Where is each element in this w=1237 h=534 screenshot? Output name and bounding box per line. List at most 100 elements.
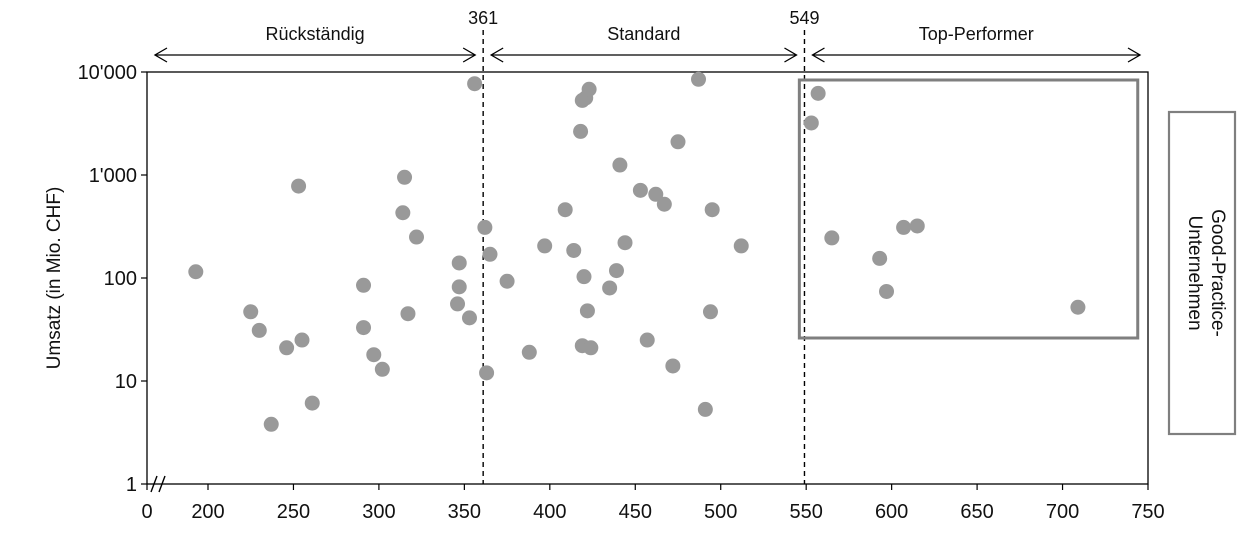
data-point <box>608 263 624 279</box>
data-point <box>1070 299 1086 315</box>
data-point <box>400 306 416 322</box>
data-point <box>251 322 267 338</box>
data-point <box>397 169 413 185</box>
data-point <box>294 332 310 348</box>
data-point <box>639 332 655 348</box>
data-point <box>304 395 320 411</box>
data-point <box>656 196 672 212</box>
x-tick-label: 550 <box>789 501 822 523</box>
arrow-head-right <box>1127 47 1142 63</box>
x-tick-label: 300 <box>362 501 395 523</box>
segment-annotations: Rückständig Standard Top-Performer <box>153 24 1142 63</box>
x-tick-label: 0 <box>141 501 152 523</box>
data-point <box>691 71 707 87</box>
data-point <box>602 280 618 296</box>
data-point <box>810 85 826 101</box>
data-point <box>583 340 599 356</box>
x-tick-label: 450 <box>619 501 652 523</box>
data-point <box>374 361 390 377</box>
good-practice-box <box>797 78 1140 340</box>
y-tick-label: 10'000 <box>78 62 137 84</box>
data-point <box>356 277 372 293</box>
data-point <box>697 401 713 417</box>
x-tick-label: 250 <box>277 501 310 523</box>
data-point <box>366 347 382 363</box>
x-tick-label: 350 <box>448 501 481 523</box>
arrow-head-left <box>153 47 168 63</box>
side-label-frame <box>1167 110 1237 436</box>
data-point <box>872 250 888 266</box>
data-point <box>356 320 372 336</box>
data-point <box>477 219 493 235</box>
arrow-head-left <box>811 47 825 63</box>
data-point <box>733 238 749 254</box>
x-tick-label: 700 <box>1046 501 1079 523</box>
data-point <box>648 186 664 202</box>
good-practice-frame <box>797 78 1140 340</box>
segment-label: Standard <box>607 24 680 44</box>
data-point <box>188 264 204 280</box>
arrow-head-left <box>489 47 504 63</box>
data-point <box>879 283 895 299</box>
side-label-line: Good-Practice- <box>1207 209 1228 337</box>
x-tick-label: 750 <box>1131 501 1164 523</box>
data-point <box>612 157 628 173</box>
data-point <box>243 304 259 320</box>
x-tick-label: 500 <box>704 501 737 523</box>
y-tick-label: 1'000 <box>89 165 137 187</box>
data-point <box>499 273 515 289</box>
axes: 1 10 100 1'000 10'000 0 200 250 300 350 400 450 500 5… <box>78 62 1165 523</box>
data-point <box>573 123 589 139</box>
data-point <box>803 115 819 131</box>
y-axis-label: Umsatz (in Mio. CHF) <box>44 187 65 370</box>
data-point <box>537 238 553 254</box>
data-point <box>521 344 537 360</box>
data-point <box>576 269 592 285</box>
data-points <box>188 71 1086 432</box>
side-label-line: Unternehmen <box>1184 215 1205 330</box>
y-tick-label: 10 <box>115 371 137 393</box>
x-tick-label: 200 <box>191 501 224 523</box>
data-point <box>279 340 295 356</box>
data-point <box>579 303 595 319</box>
data-point <box>670 134 686 150</box>
plot-frame <box>146 71 1149 485</box>
data-point <box>896 219 912 235</box>
data-point <box>291 178 307 194</box>
data-point <box>617 235 633 251</box>
data-point <box>409 229 425 245</box>
data-point <box>566 242 582 258</box>
threshold-lines: 361 549 <box>468 8 819 484</box>
data-point <box>479 365 495 381</box>
data-point <box>909 218 925 234</box>
arrow-head-right <box>784 47 798 63</box>
data-point <box>467 76 483 92</box>
x-tick-label: 650 <box>960 501 993 523</box>
threshold-label: 361 <box>468 8 498 28</box>
data-point <box>665 358 681 374</box>
segment-label: Top-Performer <box>919 24 1034 44</box>
data-point <box>263 416 279 432</box>
x-tick-label: 600 <box>875 501 908 523</box>
data-point <box>824 230 840 246</box>
data-point <box>702 304 718 320</box>
data-point <box>461 310 477 326</box>
x-tick-label: 400 <box>533 501 566 523</box>
y-tick-label: 100 <box>104 268 137 290</box>
data-point <box>704 202 720 218</box>
data-point <box>395 205 411 221</box>
axis-break-mark <box>158 475 166 493</box>
data-point <box>451 255 467 271</box>
arrow-head-right <box>462 47 477 63</box>
segment-label: Rückständig <box>266 24 365 44</box>
data-point <box>482 246 498 262</box>
data-point <box>632 182 648 198</box>
y-tick-label: 1 <box>126 474 137 496</box>
data-point <box>450 296 466 312</box>
axis-break-mark <box>150 475 158 493</box>
good-practice-label-box: Good-Practice-Unternehmen <box>1167 110 1237 436</box>
threshold-label: 549 <box>789 8 819 28</box>
data-point <box>451 279 467 295</box>
data-point <box>581 81 597 97</box>
